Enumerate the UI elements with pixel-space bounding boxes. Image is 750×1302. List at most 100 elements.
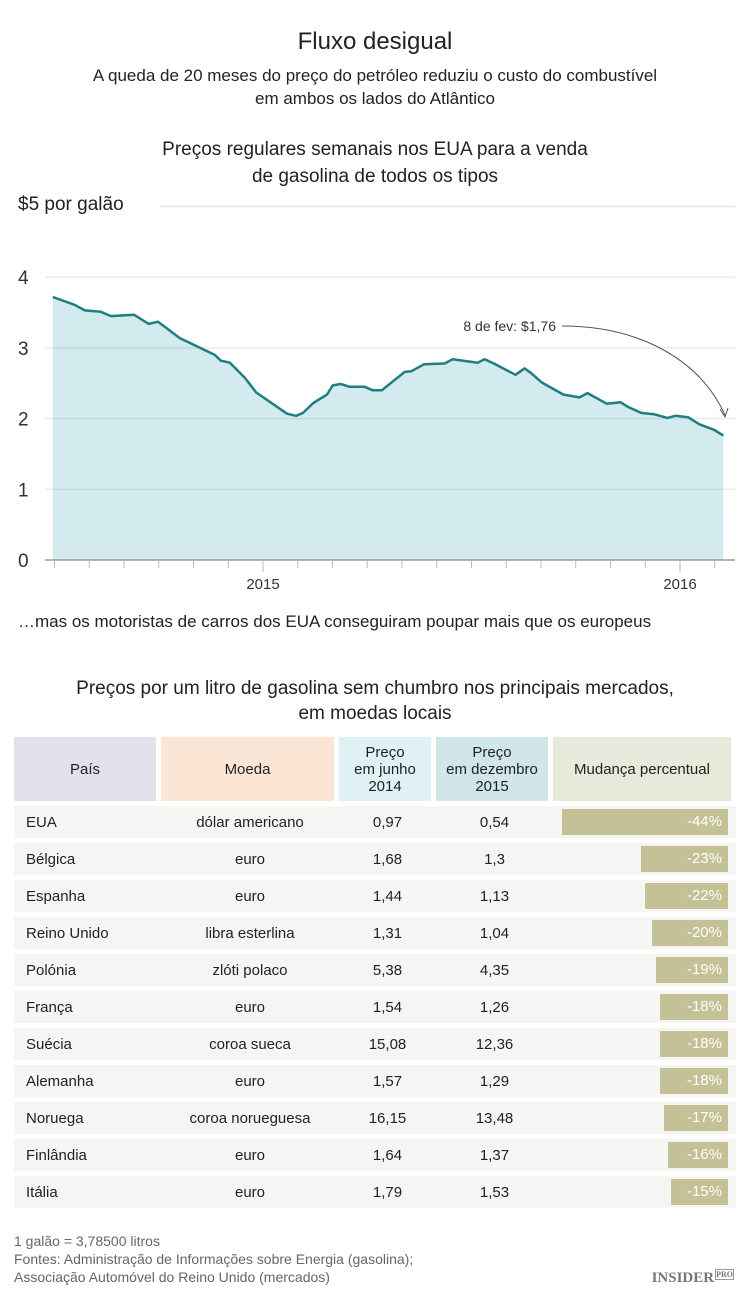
change-cell: -23% <box>553 843 736 875</box>
price-2014-cell: 1,68 <box>339 843 436 875</box>
logo-sub: PRO <box>715 1269 734 1280</box>
arrow-head-icon <box>719 407 729 419</box>
change-bar: -18% <box>659 1068 728 1094</box>
area-fill <box>52 297 724 560</box>
price-2015-cell: 0,54 <box>436 806 553 838</box>
price-2015-cell: 1,26 <box>436 991 553 1023</box>
table-title-line: em moedas locais <box>298 703 452 724</box>
currency-cell: zlóti polaco <box>161 954 339 986</box>
table-title: Preços por um litro de gasolina sem chum… <box>0 676 750 726</box>
change-bar: -44% <box>561 809 728 835</box>
change-bar: -15% <box>671 1179 728 1205</box>
page-title: Fluxo desigual <box>297 28 453 55</box>
change-cell: -18% <box>553 991 736 1023</box>
y-tick-label: 3 <box>18 339 29 360</box>
change-cell: -15% <box>553 1176 736 1208</box>
change-cell: -19% <box>553 954 736 986</box>
currency-cell: coroa norueguesa <box>161 1102 339 1134</box>
price-2015-cell: 1,53 <box>436 1176 553 1208</box>
change-cell: -18% <box>553 1028 736 1060</box>
price-table: País Moeda Preço em junho 2014 Preço em dezemb… <box>14 732 736 1213</box>
price-2014-cell: 1,57 <box>339 1065 436 1097</box>
footer: 1 galão = 3,78500 litros Fontes: Adminis… <box>14 1232 413 1286</box>
column-header: País <box>14 737 161 801</box>
change-cell: -16% <box>553 1139 736 1171</box>
table-row: Finlândia euro 1,64 1,37 -16% <box>14 1139 736 1171</box>
change-bar: -20% <box>652 920 728 946</box>
table-row: Bélgica euro 1,68 1,3 -23% <box>14 843 736 875</box>
header-line: em dezembro <box>446 760 538 778</box>
price-2014-cell: 15,08 <box>339 1028 436 1060</box>
price-2014-cell: 1,79 <box>339 1176 436 1208</box>
price-2014-cell: 1,64 <box>339 1139 436 1171</box>
currency-cell: coroa sueca <box>161 1028 339 1060</box>
change-bar: -18% <box>659 1031 728 1057</box>
price-2014-cell: 5,38 <box>339 954 436 986</box>
price-2014-cell: 16,15 <box>339 1102 436 1134</box>
currency-cell: libra esterlina <box>161 917 339 949</box>
annotation-label: 8 de fev: $1,76 <box>463 318 556 334</box>
column-header: Preço em junho 2014 <box>339 737 436 801</box>
price-line <box>52 295 725 437</box>
table-row: Alemanha euro 1,57 1,29 -18% <box>14 1065 736 1097</box>
change-bar: -23% <box>641 846 728 872</box>
x-tick-label: 2015 <box>246 576 279 593</box>
price-2014-cell: 1,54 <box>339 991 436 1023</box>
change-cell: -20% <box>553 917 736 949</box>
table-row: França euro 1,54 1,26 -18% <box>14 991 736 1023</box>
price-2014-cell: 0,97 <box>339 806 436 838</box>
price-2015-cell: 13,48 <box>436 1102 553 1134</box>
table-row: Reino Unido libra esterlina 1,31 1,04 -20% <box>14 917 736 949</box>
price-2014-cell: 1,44 <box>339 880 436 912</box>
country-cell: Finlândia <box>14 1139 161 1171</box>
x-tick-label: 2016 <box>663 576 696 593</box>
price-2015-cell: 1,13 <box>436 880 553 912</box>
table-row: Polónia zlóti polaco 5,38 4,35 -19% <box>14 954 736 986</box>
change-cell: -44% <box>553 806 736 838</box>
table-row: Espanha euro 1,44 1,13 -22% <box>14 880 736 912</box>
price-2015-cell: 1,04 <box>436 917 553 949</box>
chart-title-line: Preços regulares semanais nos EUA para a… <box>162 139 588 160</box>
change-bar: -16% <box>667 1142 728 1168</box>
table-row: Suécia coroa sueca 15,08 12,36 -18% <box>14 1028 736 1060</box>
subtitle: A queda de 20 meses do preço do petróleo… <box>0 64 750 110</box>
header-line: 2014 <box>368 777 402 795</box>
column-header: Moeda <box>161 737 339 801</box>
country-cell: Bélgica <box>14 843 161 875</box>
change-bar: -17% <box>663 1105 728 1131</box>
table-row: Itália euro 1,79 1,53 -15% <box>14 1176 736 1208</box>
currency-cell: euro <box>161 843 339 875</box>
currency-cell: euro <box>161 880 339 912</box>
country-cell: Itália <box>14 1176 161 1208</box>
y-tick-label: 0 <box>18 551 29 572</box>
change-bar: -18% <box>659 994 728 1020</box>
table-row: EUA dólar americano 0,97 0,54 -44% <box>14 806 736 838</box>
country-cell: Reino Unido <box>14 917 161 949</box>
price-2015-cell: 1,29 <box>436 1065 553 1097</box>
change-cell: -22% <box>553 880 736 912</box>
country-cell: Suécia <box>14 1028 161 1060</box>
sources-line: Fontes: Administração de Informações sob… <box>14 1251 414 1267</box>
y-tick-label: 1 <box>18 480 29 501</box>
currency-cell: euro <box>161 1139 339 1171</box>
bridge-text: …mas os motoristas de carros dos EUA con… <box>18 612 652 631</box>
change-bar: -19% <box>656 957 728 983</box>
footnote: 1 galão = 3,78500 litros <box>14 1233 160 1249</box>
table-header: País Moeda Preço em junho 2014 Preço em dezemb… <box>14 737 736 801</box>
currency-cell: euro <box>161 1065 339 1097</box>
insider-pro-logo: INSIDER PRO <box>651 1269 734 1287</box>
change-cell: -17% <box>553 1102 736 1134</box>
logo-text: INSIDER <box>651 1270 715 1286</box>
chart-title-line: de gasolina de todos os tipos <box>251 166 499 187</box>
annotation-arrow <box>561 325 726 416</box>
price-2015-cell: 12,36 <box>436 1028 553 1060</box>
country-cell: Polónia <box>14 954 161 986</box>
header-line: 2015 <box>475 777 509 795</box>
gas-price-chart: 0 1 2 3 4 2015 2016 8 de fev: $1,76 <box>18 205 735 593</box>
change-cell: -18% <box>553 1065 736 1097</box>
currency-cell: euro <box>161 991 339 1023</box>
y-axis-label: $5 por galão <box>18 194 124 215</box>
price-2015-cell: 4,35 <box>436 954 553 986</box>
table-title-line: Preços por um litro de gasolina sem chum… <box>76 678 674 699</box>
